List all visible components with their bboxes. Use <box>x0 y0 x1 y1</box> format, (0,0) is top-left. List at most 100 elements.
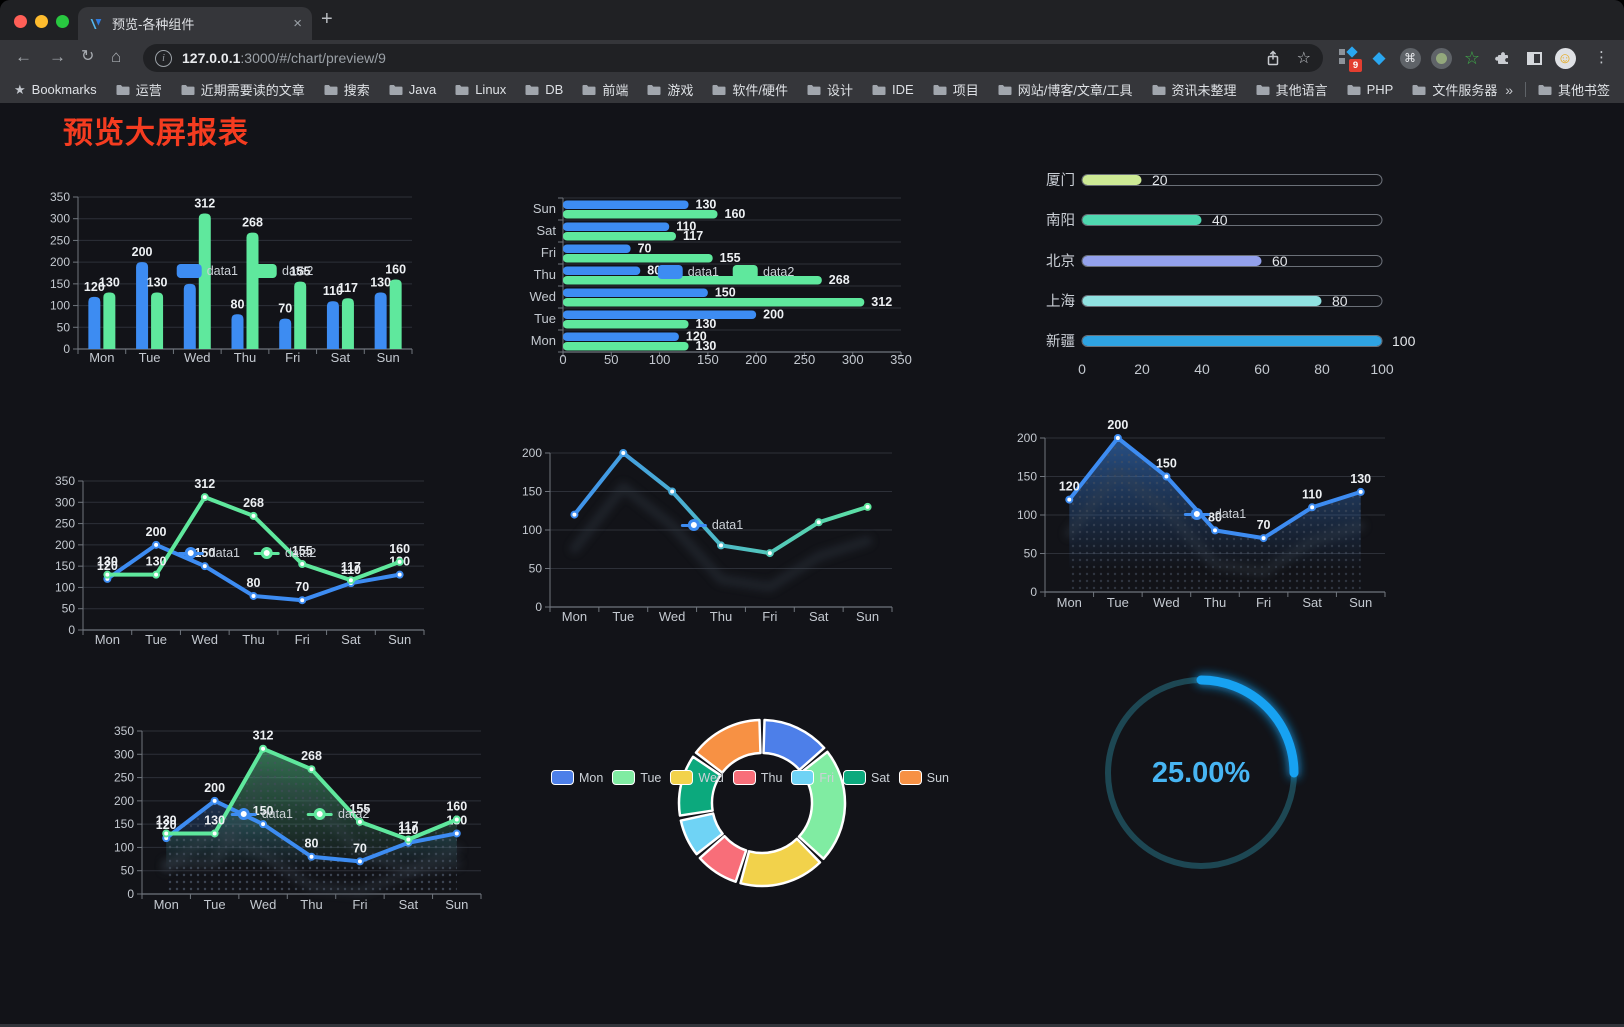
progress-bar-南阳[interactable] <box>1082 215 1202 225</box>
legend-item-data2[interactable]: data2 <box>252 264 313 278</box>
legend-item-Wed[interactable]: Wed <box>670 770 724 785</box>
gem-extension-icon[interactable]: ◆ <box>1372 48 1386 67</box>
data-point-data2-Tue[interactable] <box>210 829 219 838</box>
data-point-data1-Wed[interactable] <box>259 820 268 829</box>
bar-data2-Sun[interactable] <box>389 279 402 349</box>
browser-tab[interactable]: 预览-各种组件 × <box>78 7 312 40</box>
data-point-data2-Wed[interactable] <box>200 493 209 502</box>
data-point-data1-Sun[interactable] <box>1356 487 1365 496</box>
pie-slice-Tue[interactable] <box>797 750 847 861</box>
legend-item-data2[interactable]: data2 <box>254 546 316 560</box>
bar-data2-Thu[interactable] <box>246 232 259 349</box>
legend-item-Fri[interactable]: Fri <box>791 770 834 785</box>
window-maximize-button[interactable] <box>56 15 69 28</box>
window-close-button[interactable] <box>14 15 27 28</box>
bookmark-folder[interactable]: 网站/博客/文章/工具 <box>998 80 1133 99</box>
data-point-data1-Fri[interactable] <box>765 549 774 558</box>
bookmark-folder[interactable]: 游戏 <box>647 80 693 99</box>
data-point-data2-Sun[interactable] <box>395 557 404 566</box>
bookmark-folder[interactable]: 运营 <box>116 80 162 99</box>
bookmark-folder[interactable]: 近期需要读的文章 <box>181 80 305 99</box>
bar-data1-Wed[interactable] <box>563 288 708 298</box>
close-tab-icon[interactable]: × <box>293 15 302 32</box>
bookmark-folder[interactable]: Linux <box>455 82 506 97</box>
bookmark-folder[interactable]: 软件/硬件 <box>712 80 788 99</box>
reload-icon[interactable]: ↻ <box>81 48 95 65</box>
bar-data2-Sat[interactable] <box>341 298 354 349</box>
line-data1[interactable] <box>572 451 870 556</box>
data-point-data1-Mon[interactable] <box>1065 495 1074 504</box>
data-point-data2-Tue[interactable] <box>152 570 161 579</box>
legend-item-data1[interactable]: data1 <box>657 265 719 279</box>
data-point-data2-Mon[interactable] <box>162 829 171 838</box>
progress-bar-北京[interactable] <box>1082 256 1262 266</box>
bar-data1-Sun[interactable] <box>374 292 387 349</box>
data-point-data2-Fri[interactable] <box>298 560 307 569</box>
bar-data1-Fri[interactable] <box>279 318 292 349</box>
green-star-extension-icon[interactable]: ☆ <box>1463 47 1481 68</box>
data-point-data1-Wed[interactable] <box>200 562 209 571</box>
bar-data1-Mon[interactable] <box>88 296 101 349</box>
browser-menu-icon[interactable]: ⋮ <box>1594 49 1609 66</box>
bookmark-folder[interactable]: 设计 <box>807 80 853 99</box>
tampermonkey-extension-icon[interactable]: 9 <box>1336 46 1363 73</box>
bar-data2-Thu[interactable] <box>563 276 822 285</box>
emoji-extension-icon[interactable]: ☺ <box>1553 46 1577 70</box>
data-point-data1-Tue[interactable] <box>619 449 628 457</box>
data-point-data2-Mon[interactable] <box>103 570 112 579</box>
pie-slice-Fri[interactable] <box>679 812 724 856</box>
data-point-data2-Sun[interactable] <box>452 815 461 824</box>
bar-data2-Sun[interactable] <box>563 210 718 219</box>
bar-data1-Wed[interactable] <box>183 283 196 349</box>
pie-slice-Thu[interactable] <box>698 834 748 883</box>
bar-data1-Thu[interactable] <box>231 314 244 349</box>
legend-item-data2[interactable]: data2 <box>733 265 794 279</box>
data-point-data1-Wed[interactable] <box>1162 472 1171 481</box>
bar-data1-Sat[interactable] <box>326 301 339 349</box>
bar-data1-Sat[interactable] <box>563 222 670 232</box>
bar-data1-Sun[interactable] <box>563 200 689 210</box>
bar-data2-Fri[interactable] <box>294 281 307 349</box>
data-point-data2-Sat[interactable] <box>404 835 413 844</box>
home-icon[interactable]: ⌂ <box>111 47 122 66</box>
record-extension-icon[interactable] <box>1429 46 1453 70</box>
legend-item-data2[interactable]: data2 <box>307 807 369 821</box>
gauge-progress-arc[interactable] <box>1196 675 1299 778</box>
bar-data1-Thu[interactable] <box>563 266 641 276</box>
bookmark-star-icon[interactable]: ☆ <box>1296 50 1311 67</box>
other-bookmarks-folder[interactable]: 其他书签 <box>1538 80 1610 99</box>
data-point-data1-Fri[interactable] <box>298 596 307 605</box>
legend-item-Sun[interactable]: Sun <box>898 770 949 785</box>
legend-item-data1[interactable]: data1 <box>176 264 238 278</box>
data-point-data1-Sun[interactable] <box>452 829 461 838</box>
address-bar[interactable]: i 127.0.0.1 :3000/#/chart/preview/9 ☆ <box>143 44 1323 72</box>
data-point-data1-Sun[interactable] <box>395 570 404 579</box>
bar-data1-Tue[interactable] <box>563 310 757 320</box>
forward-icon[interactable]: → <box>49 47 66 66</box>
bookmark-folder[interactable]: 文件服务器 <box>1412 80 1497 99</box>
progress-bar-厦门[interactable] <box>1082 175 1142 185</box>
progress-bar-新疆[interactable] <box>1082 336 1382 346</box>
data-point-data1-Tue[interactable] <box>1113 434 1122 442</box>
bookmark-folder[interactable]: 其他语言 <box>1256 80 1328 99</box>
bar-data2-Tue[interactable] <box>151 292 164 349</box>
command-extension-icon[interactable]: ⌘ <box>1398 46 1422 70</box>
bar-data1-Fri[interactable] <box>563 244 631 254</box>
bookmark-folder[interactable]: PHP <box>1347 82 1393 97</box>
legend-item-Tue[interactable]: Tue <box>612 770 661 785</box>
bookmark-folder[interactable]: 搜索 <box>324 80 370 99</box>
data-point-data1-Tue[interactable] <box>210 796 219 805</box>
bookmark-folder[interactable]: 资讯未整理 <box>1152 80 1237 99</box>
legend-item-Thu[interactable]: Thu <box>732 770 782 785</box>
bookmark-folder[interactable]: DB <box>525 82 563 97</box>
data-point-data1-Wed[interactable] <box>668 487 677 496</box>
progress-bar-上海[interactable] <box>1082 296 1322 306</box>
data-point-data1-Sat[interactable] <box>1308 503 1317 512</box>
data-point-data1-Fri[interactable] <box>1259 534 1268 543</box>
data-point-data1-Thu[interactable] <box>1211 526 1219 535</box>
data-point-data1-Thu[interactable] <box>717 541 725 550</box>
bookmark-folder[interactable]: 前端 <box>582 80 628 99</box>
bookmark-folder[interactable]: 项目 <box>933 80 979 99</box>
pie-slice-Mon[interactable] <box>762 718 826 772</box>
legend-item-data1[interactable]: data1 <box>230 807 293 821</box>
